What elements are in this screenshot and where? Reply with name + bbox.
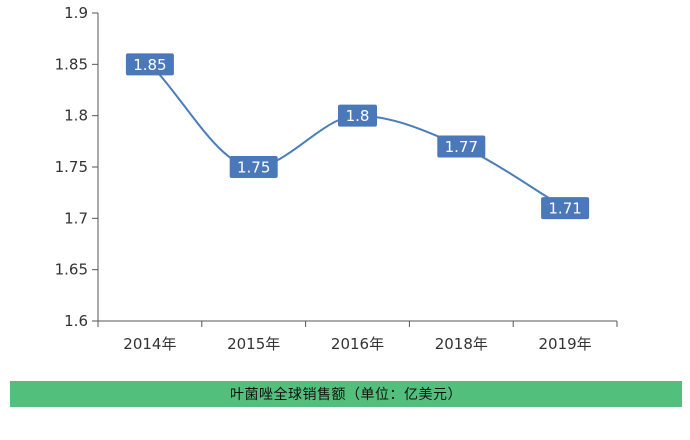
data-label-box [229, 156, 278, 178]
data-label-value: 1.75 [237, 159, 270, 177]
data-label-box [338, 104, 377, 127]
data-label-box [541, 197, 590, 220]
x-tick-label: 2014年 [123, 335, 176, 353]
data-label: 1.8 [338, 104, 377, 127]
series-line [149, 63, 566, 209]
data-label: 1.85 [125, 53, 174, 76]
line-chart: 1.6 1.65 1.7 1.75 1.8 1.85 1.9 2014年 2015年 2016年… [55, 4, 618, 353]
data-label-box [125, 53, 174, 76]
data-label: 1.71 [541, 197, 590, 220]
x-tick-label: 2018年 [435, 335, 488, 353]
y-axis: 1.6 1.65 1.7 1.75 1.8 1.85 1.9 [55, 4, 99, 330]
y-tick-label: 1.8 [64, 107, 88, 125]
data-labels: 1.85 1.75 1.8 1.77 1.71 [125, 53, 590, 220]
y-tick-label: 1.9 [64, 4, 88, 22]
data-label-value: 1.71 [548, 200, 581, 218]
data-label-value: 1.77 [445, 138, 478, 156]
y-tick-label: 1.6 [64, 312, 88, 330]
y-tick-label: 1.75 [55, 158, 88, 176]
data-label-value: 1.8 [346, 107, 370, 125]
x-tick-label: 2015年 [227, 335, 280, 353]
chart-series [149, 63, 566, 209]
chart-caption-bar: 叶菌唑全球销售额（单位：亿美元） [10, 381, 682, 407]
data-label: 1.75 [229, 156, 278, 178]
x-axis: 2014年 2015年 2016年 2018年 2019年 [97, 320, 618, 353]
data-label-box [437, 135, 486, 158]
data-label-value: 1.85 [133, 56, 166, 74]
x-tick-label: 2019年 [539, 335, 592, 353]
data-label: 1.77 [437, 135, 486, 158]
y-tick-label: 1.7 [64, 209, 88, 227]
y-tick-label: 1.65 [55, 261, 88, 279]
x-tick-label: 2016年 [331, 335, 384, 353]
y-tick-label: 1.85 [55, 55, 88, 73]
chart-caption: 叶菌唑全球销售额（单位：亿美元） [230, 387, 462, 403]
